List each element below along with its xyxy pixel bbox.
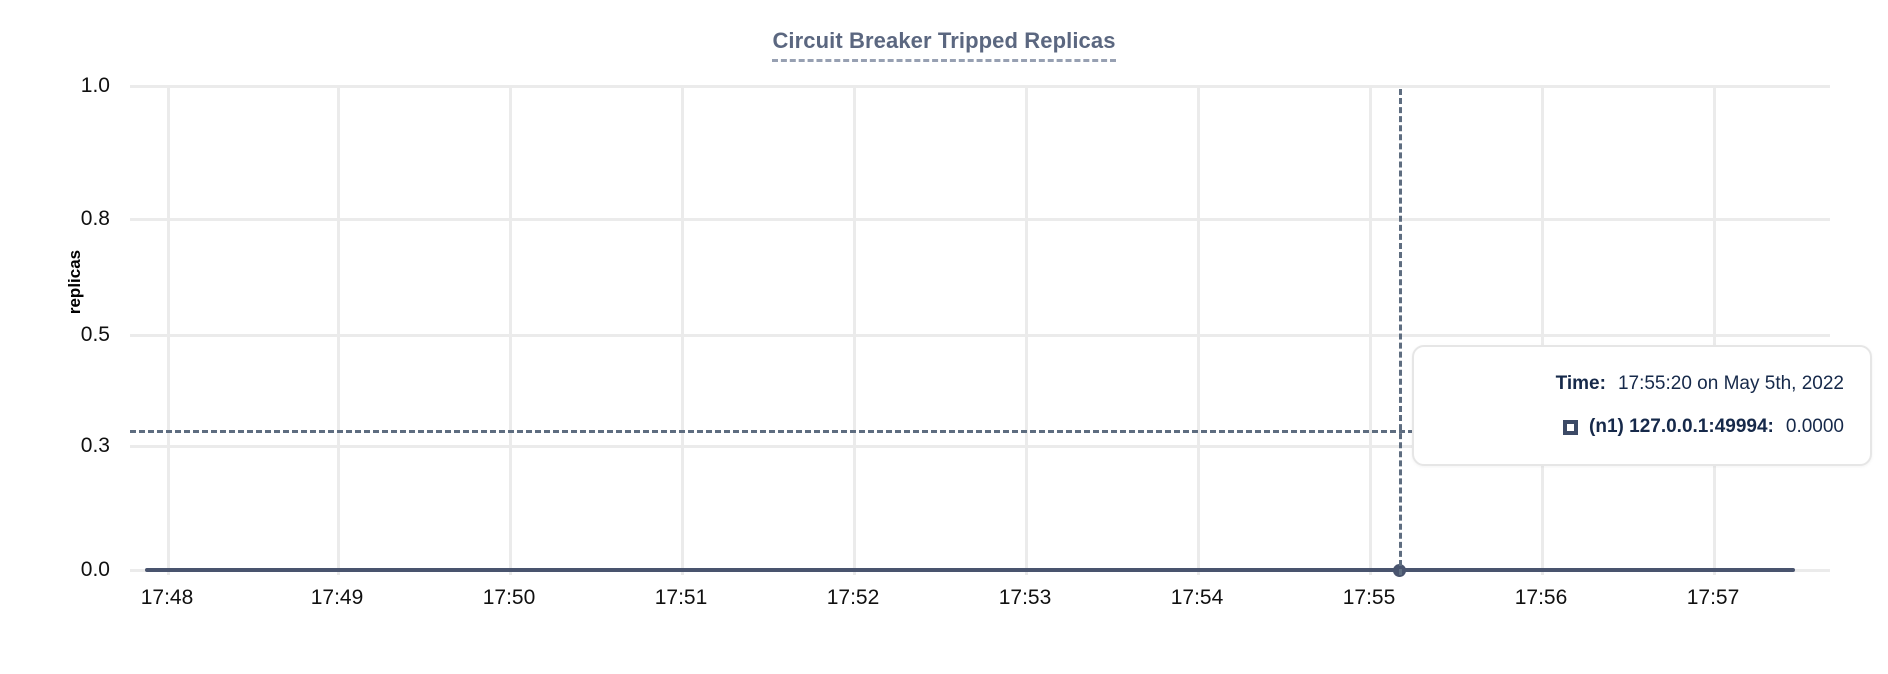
y-tick-label: 0.0 xyxy=(80,558,110,581)
tooltip-time-row: Time: 17:55:20 on May 5th, 2022 xyxy=(1436,369,1844,398)
gridline-vertical xyxy=(1369,85,1372,575)
gridline-horizontal xyxy=(130,218,1830,221)
crosshair-horizontal xyxy=(130,430,1810,433)
gridline-vertical xyxy=(853,85,856,575)
x-tick-label: 17:49 xyxy=(310,586,364,609)
x-tick-label: 17:50 xyxy=(482,586,536,609)
tooltip-series-label: (n1) 127.0.0.1:49994: xyxy=(1589,416,1774,438)
hover-tooltip: Time: 17:55:20 on May 5th, 2022 (n1) 127… xyxy=(1412,345,1872,466)
x-tick-label: 17:53 xyxy=(998,586,1052,609)
y-tick-label: 0.8 xyxy=(80,207,110,230)
gridline-vertical xyxy=(337,85,340,575)
tooltip-time-label: Time: xyxy=(1555,373,1606,394)
tooltip-series-value: 0.0000 xyxy=(1785,416,1844,438)
x-tick-label: 17:51 xyxy=(654,586,708,609)
gridline-vertical xyxy=(1541,85,1544,575)
gridline-vertical xyxy=(1713,85,1716,575)
gridline-vertical xyxy=(1197,85,1200,575)
x-tick-label: 17:57 xyxy=(1686,586,1740,609)
gridline-horizontal xyxy=(130,334,1830,337)
x-tick-label: 17:55 xyxy=(1342,586,1396,609)
y-tick-label: 0.3 xyxy=(80,434,110,457)
x-tick-label: 17:54 xyxy=(1170,586,1224,609)
x-tick-label: 17:52 xyxy=(826,586,880,609)
x-tick-label: 17:56 xyxy=(1514,586,1568,609)
gridline-vertical xyxy=(681,85,684,575)
y-tick-label: 0.5 xyxy=(80,323,110,346)
tooltip-time-value: 17:55:20 on May 5th, 2022 xyxy=(1617,373,1844,394)
chart-title: Circuit Breaker Tripped Replicas xyxy=(0,28,1888,62)
y-tick-label: 1.0 xyxy=(80,74,110,97)
gridline-horizontal xyxy=(130,85,1830,88)
gridline-vertical xyxy=(1025,85,1028,575)
gridline-horizontal xyxy=(130,445,1830,448)
series-swatch-icon xyxy=(1563,419,1579,435)
tooltip-series-row: (n1) 127.0.0.1:49994: 0.0000 xyxy=(1436,412,1844,441)
gridline-vertical xyxy=(167,85,170,575)
series-line xyxy=(145,568,1795,572)
gridline-vertical xyxy=(509,85,512,575)
chart-title-text: Circuit Breaker Tripped Replicas xyxy=(772,28,1116,62)
plot-area[interactable] xyxy=(130,85,1835,577)
crosshair-vertical xyxy=(1399,89,1402,575)
x-tick-label: 17:48 xyxy=(140,586,194,609)
